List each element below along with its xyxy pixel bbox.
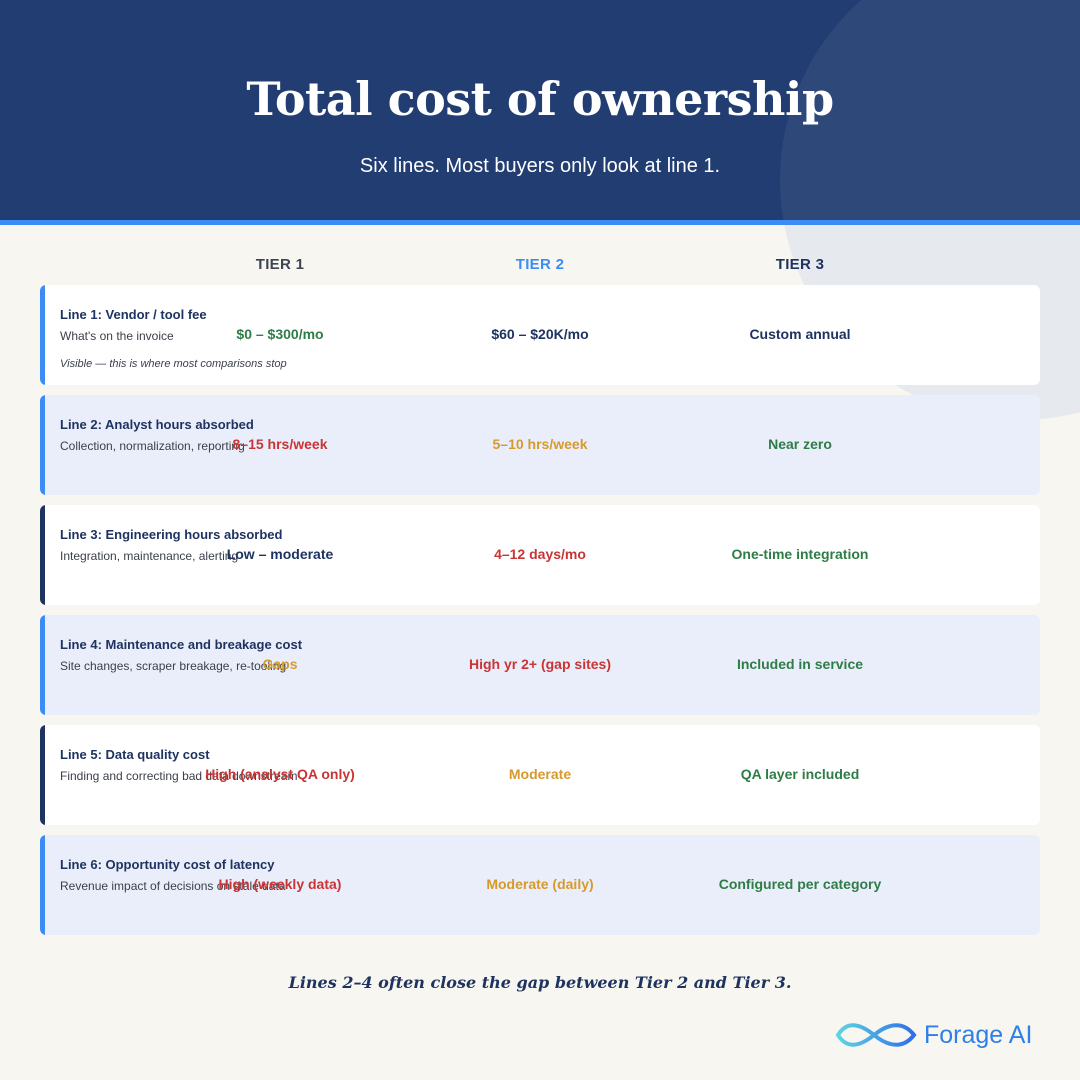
page-title: Total cost of ownership — [246, 72, 834, 126]
row-accent-bar — [40, 285, 45, 385]
table-row: Line 2: Analyst hours absorbed Collection… — [40, 395, 1040, 495]
header-accent-line — [0, 220, 1080, 225]
row-accent-bar — [40, 505, 45, 605]
row-title: Line 5: Data quality cost — [60, 747, 210, 762]
tier-3-value: QA layer included — [740, 766, 860, 782]
table-row: Line 3: Engineering hours absorbed Integr… — [40, 505, 1040, 605]
tier-1-value: High (weekly data) — [218, 876, 342, 892]
column-header-tier-3: TIER 3 — [775, 256, 825, 273]
tier-3-value: Near zero — [768, 436, 832, 452]
page-subtitle: Six lines. Most buyers only look at line… — [359, 155, 721, 177]
row-description: Collection, normalization, reporting — [60, 439, 245, 453]
tier-1-value: $0 – $300/mo — [236, 326, 324, 342]
brand-logo: Forage AI — [834, 1018, 1032, 1052]
row-accent-bar — [40, 395, 45, 495]
table-row: Line 1: Vendor / tool fee What's on the i… — [40, 285, 1040, 385]
row-note: Visible — this is where most comparisons… — [60, 358, 287, 370]
row-accent-bar — [40, 835, 45, 935]
tier-1-value: 8–15 hrs/week — [232, 436, 328, 452]
tier-2-value: Moderate (daily) — [486, 876, 594, 892]
row-title: Line 3: Engineering hours absorbed — [60, 527, 283, 542]
infinity-logo-icon — [835, 1023, 917, 1047]
row-title: Line 2: Analyst hours absorbed — [60, 417, 254, 432]
tier-2-value: Moderate — [508, 766, 572, 782]
row-description: Integration, maintenance, alerting — [60, 549, 239, 563]
tier-1-value: High (analyst QA only) — [205, 766, 355, 782]
tier-2-value: 5–10 hrs/week — [492, 436, 588, 452]
tier-2-value: 4–12 days/mo — [494, 546, 586, 562]
tier-3-value: Included in service — [736, 656, 864, 672]
decorative-circle — [780, 0, 1080, 220]
row-accent-bar — [40, 615, 45, 715]
brand-name: Forage AI — [924, 1020, 1033, 1049]
tier-2-value: High yr 2+ (gap sites) — [469, 656, 611, 672]
tier-3-value: Configured per category — [718, 876, 882, 892]
row-title: Line 1: Vendor / tool fee — [60, 307, 207, 322]
row-title: Line 4: Maintenance and breakage cost — [60, 637, 303, 652]
row-description: What's on the invoice — [60, 329, 174, 343]
header-banner: Total cost of ownership Six lines. Most … — [0, 0, 1080, 220]
tier-1-value: Gaps — [262, 656, 298, 672]
tier-3-value: One-time integration — [731, 546, 869, 562]
tier-2-value: $60 – $20K/mo — [491, 326, 589, 342]
row-title: Line 6: Opportunity cost of latency — [60, 857, 275, 872]
column-header-tier-1: TIER 1 — [255, 256, 305, 273]
row-description: Site changes, scraper breakage, re-tooli… — [60, 659, 287, 673]
row-description: Finding and correcting bad data downstre… — [60, 769, 298, 783]
tier-1-value: Low – moderate — [226, 546, 334, 562]
table-row: Line 5: Data quality cost Finding and cor… — [40, 725, 1040, 825]
row-accent-bar — [40, 725, 45, 825]
column-header-tier-2: TIER 2 — [515, 256, 565, 273]
table-row: Line 6: Opportunity cost of latency Reven… — [40, 835, 1040, 935]
row-description: Revenue impact of decisions on stale dat… — [60, 879, 286, 893]
table-row: Line 4: Maintenance and breakage cost Sit… — [40, 615, 1040, 715]
footer-note: Lines 2–4 often close the gap between Ti… — [288, 973, 792, 992]
tier-3-value: Custom annual — [749, 326, 851, 342]
